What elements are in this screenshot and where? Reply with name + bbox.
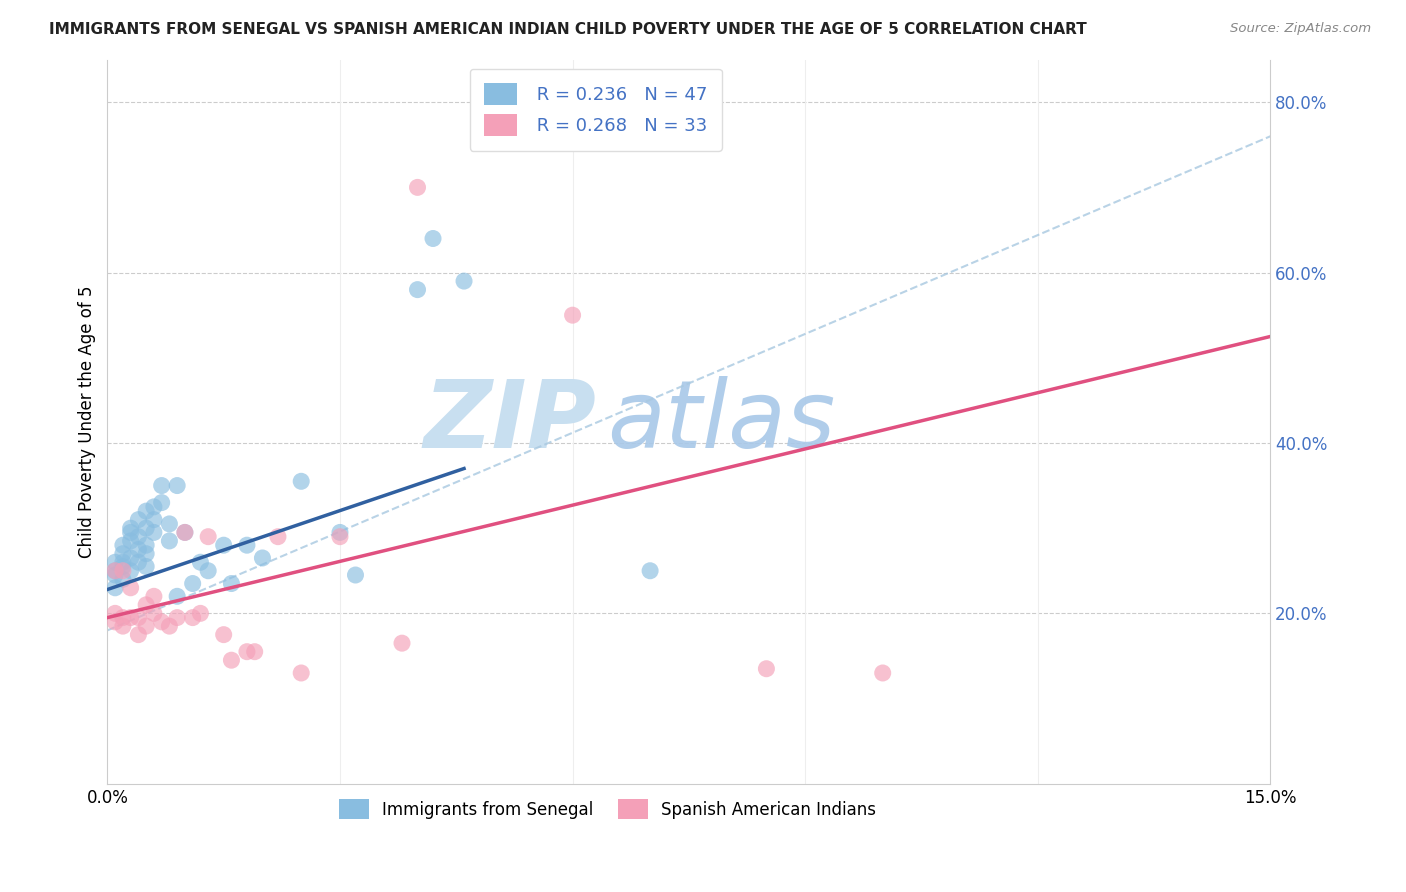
Point	[120, 551, 142, 566]
Point	[104, 568, 127, 582]
Point	[453, 274, 475, 288]
Point	[111, 538, 134, 552]
Point	[236, 538, 259, 552]
Text: IMMIGRANTS FROM SENEGAL VS SPANISH AMERICAN INDIAN CHILD POVERTY UNDER THE AGE O: IMMIGRANTS FROM SENEGAL VS SPANISH AMERI…	[49, 22, 1087, 37]
Point	[150, 615, 173, 629]
Point	[638, 564, 661, 578]
Point	[290, 475, 312, 489]
Point	[111, 619, 134, 633]
Point	[329, 525, 352, 540]
Point	[104, 607, 127, 621]
Point	[111, 559, 134, 574]
Point	[267, 530, 290, 544]
Point	[344, 568, 367, 582]
Point	[120, 581, 142, 595]
Point	[135, 504, 157, 518]
Point	[150, 478, 173, 492]
Point	[422, 231, 444, 245]
Point	[142, 590, 165, 604]
Point	[135, 559, 157, 574]
Point	[212, 627, 235, 641]
Text: ZIP: ZIP	[423, 376, 596, 467]
Point	[142, 513, 165, 527]
Point	[150, 495, 173, 509]
Point	[135, 619, 157, 633]
Point	[111, 555, 134, 569]
Point	[212, 538, 235, 552]
Point	[181, 576, 204, 591]
Point	[174, 525, 197, 540]
Point	[127, 627, 149, 641]
Text: atlas: atlas	[607, 376, 835, 467]
Point	[127, 513, 149, 527]
Point	[197, 530, 219, 544]
Point	[104, 564, 127, 578]
Point	[406, 283, 429, 297]
Point	[166, 590, 188, 604]
Point	[120, 521, 142, 535]
Point	[127, 555, 149, 569]
Point	[111, 572, 134, 586]
Point	[135, 521, 157, 535]
Point	[135, 547, 157, 561]
Point	[755, 662, 778, 676]
Point	[104, 581, 127, 595]
Point	[111, 564, 134, 578]
Point	[120, 610, 142, 624]
Point	[157, 619, 180, 633]
Point	[329, 530, 352, 544]
Point	[236, 645, 259, 659]
Point	[142, 525, 165, 540]
Point	[142, 500, 165, 514]
Point	[111, 547, 134, 561]
Point	[391, 636, 413, 650]
Point	[197, 564, 219, 578]
Point	[190, 555, 212, 569]
Point	[157, 533, 180, 548]
Legend: Immigrants from Senegal, Spanish American Indians: Immigrants from Senegal, Spanish America…	[332, 792, 883, 826]
Point	[120, 533, 142, 548]
Point	[120, 525, 142, 540]
Point	[252, 551, 274, 566]
Point	[190, 607, 212, 621]
Point	[174, 525, 197, 540]
Point	[127, 610, 149, 624]
Point	[243, 645, 266, 659]
Point	[561, 308, 583, 322]
Point	[127, 542, 149, 557]
Point	[142, 607, 165, 621]
Point	[120, 564, 142, 578]
Y-axis label: Child Poverty Under the Age of 5: Child Poverty Under the Age of 5	[79, 285, 96, 558]
Point	[135, 598, 157, 612]
Point	[157, 516, 180, 531]
Point	[111, 610, 134, 624]
Point	[104, 564, 127, 578]
Text: Source: ZipAtlas.com: Source: ZipAtlas.com	[1230, 22, 1371, 36]
Point	[221, 653, 243, 667]
Point	[127, 530, 149, 544]
Point	[872, 665, 894, 680]
Point	[166, 610, 188, 624]
Point	[166, 478, 188, 492]
Point	[104, 615, 127, 629]
Point	[406, 180, 429, 194]
Point	[290, 665, 312, 680]
Point	[104, 555, 127, 569]
Point	[135, 538, 157, 552]
Point	[181, 610, 204, 624]
Point	[221, 576, 243, 591]
